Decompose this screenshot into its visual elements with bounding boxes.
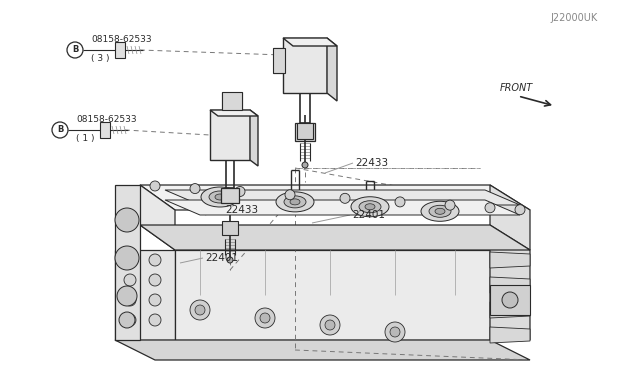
Text: 22433: 22433 <box>225 205 258 215</box>
Text: ( 1 ): ( 1 ) <box>76 134 95 142</box>
Circle shape <box>124 314 136 326</box>
Polygon shape <box>327 38 337 101</box>
Bar <box>297 123 313 139</box>
Circle shape <box>67 42 83 58</box>
Polygon shape <box>490 252 530 268</box>
Ellipse shape <box>209 191 231 203</box>
Bar <box>490 285 530 315</box>
Bar <box>273 48 285 73</box>
Ellipse shape <box>276 192 314 212</box>
Polygon shape <box>115 250 175 340</box>
Circle shape <box>325 320 335 330</box>
Circle shape <box>149 274 161 286</box>
Text: B: B <box>72 45 78 55</box>
Polygon shape <box>490 277 530 293</box>
Polygon shape <box>165 190 520 205</box>
Ellipse shape <box>201 187 239 207</box>
Circle shape <box>149 314 161 326</box>
Polygon shape <box>490 225 530 340</box>
Circle shape <box>260 313 270 323</box>
Polygon shape <box>250 110 258 166</box>
Circle shape <box>285 190 295 200</box>
Circle shape <box>502 292 518 308</box>
Text: J22000UK: J22000UK <box>551 13 598 23</box>
Text: FRONT: FRONT <box>500 83 533 93</box>
Polygon shape <box>140 185 530 210</box>
Circle shape <box>149 294 161 306</box>
Circle shape <box>52 122 68 138</box>
Circle shape <box>302 162 308 168</box>
Bar <box>100 122 110 138</box>
Circle shape <box>119 312 135 328</box>
Polygon shape <box>210 110 250 160</box>
Bar <box>221 188 239 203</box>
Circle shape <box>124 274 136 286</box>
Polygon shape <box>490 327 530 343</box>
Polygon shape <box>115 185 140 340</box>
Ellipse shape <box>421 201 459 221</box>
Bar <box>115 42 125 58</box>
Circle shape <box>385 322 405 342</box>
Circle shape <box>340 193 350 203</box>
Circle shape <box>124 254 136 266</box>
Bar <box>222 221 238 235</box>
Polygon shape <box>140 185 175 250</box>
Ellipse shape <box>365 204 375 210</box>
Text: ( 3 ): ( 3 ) <box>91 54 109 62</box>
Circle shape <box>117 286 137 306</box>
Bar <box>222 92 242 110</box>
Polygon shape <box>490 302 530 318</box>
Polygon shape <box>283 38 327 93</box>
Ellipse shape <box>284 196 306 208</box>
Ellipse shape <box>290 199 300 205</box>
Polygon shape <box>210 110 258 116</box>
Ellipse shape <box>435 208 445 214</box>
Circle shape <box>115 208 139 232</box>
Polygon shape <box>175 250 490 340</box>
Circle shape <box>235 186 245 196</box>
Circle shape <box>190 300 210 320</box>
Circle shape <box>395 197 405 207</box>
Ellipse shape <box>429 205 451 217</box>
Circle shape <box>255 308 275 328</box>
Circle shape <box>190 183 200 193</box>
Text: 22401: 22401 <box>352 210 385 220</box>
Circle shape <box>227 257 233 263</box>
Text: B: B <box>57 125 63 135</box>
Circle shape <box>390 327 400 337</box>
Polygon shape <box>115 340 530 360</box>
Text: 08158-62533: 08158-62533 <box>76 115 136 125</box>
Bar <box>295 123 315 141</box>
Ellipse shape <box>351 197 389 217</box>
Polygon shape <box>140 225 530 250</box>
Circle shape <box>195 305 205 315</box>
Circle shape <box>149 254 161 266</box>
Ellipse shape <box>359 201 381 213</box>
Text: 22401: 22401 <box>205 253 238 263</box>
Text: 22433: 22433 <box>355 158 388 168</box>
Circle shape <box>515 205 525 215</box>
Circle shape <box>320 315 340 335</box>
Circle shape <box>445 200 455 210</box>
Polygon shape <box>283 38 337 46</box>
Circle shape <box>150 181 160 191</box>
Polygon shape <box>165 200 520 215</box>
Circle shape <box>124 294 136 306</box>
Ellipse shape <box>215 194 225 200</box>
Circle shape <box>115 246 139 270</box>
Circle shape <box>485 203 495 213</box>
Polygon shape <box>490 185 530 250</box>
Text: 08158-62533: 08158-62533 <box>91 35 152 45</box>
